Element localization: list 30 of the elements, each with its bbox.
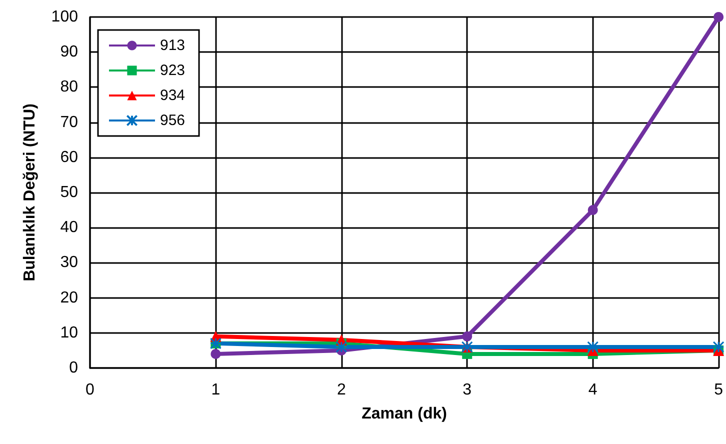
x-tick-label: 2 bbox=[336, 382, 346, 398]
y-tick-label: 100 bbox=[51, 8, 78, 26]
x-tick-label: 0 bbox=[86, 382, 95, 398]
y-tick-label: 60 bbox=[60, 148, 78, 166]
y-axis-title: Bulanıklık Değeri (NTU) bbox=[22, 104, 38, 282]
y-tick-label: 90 bbox=[60, 44, 78, 61]
x-axis-title: Zaman (dk) bbox=[362, 406, 447, 422]
point bbox=[336, 341, 348, 353]
y-tick-label: 10 bbox=[60, 324, 78, 342]
x-tick-label: 1 bbox=[211, 382, 220, 398]
point bbox=[712, 341, 724, 353]
point bbox=[588, 205, 598, 216]
y-tick-label: 30 bbox=[60, 254, 78, 272]
point bbox=[587, 341, 599, 353]
x-tick-label: 4 bbox=[588, 382, 598, 398]
point bbox=[462, 331, 472, 342]
legend-label: 934 bbox=[160, 87, 186, 104]
point bbox=[210, 348, 221, 359]
legend-label: 913 bbox=[160, 37, 186, 54]
x-tick-label: 5 bbox=[714, 382, 724, 398]
y-tick-label: 20 bbox=[60, 289, 78, 306]
x-tick-label: 3 bbox=[462, 382, 472, 398]
y-tick-label: 0 bbox=[69, 360, 78, 376]
y-tick-label: 50 bbox=[60, 184, 78, 201]
y-tick-label: 40 bbox=[60, 219, 78, 236]
legend-label: 923 bbox=[160, 62, 186, 79]
point bbox=[714, 12, 724, 22]
y-tick-label: 70 bbox=[60, 114, 78, 131]
y-tick-label: 80 bbox=[60, 78, 78, 96]
legend-label: 956 bbox=[160, 112, 186, 129]
